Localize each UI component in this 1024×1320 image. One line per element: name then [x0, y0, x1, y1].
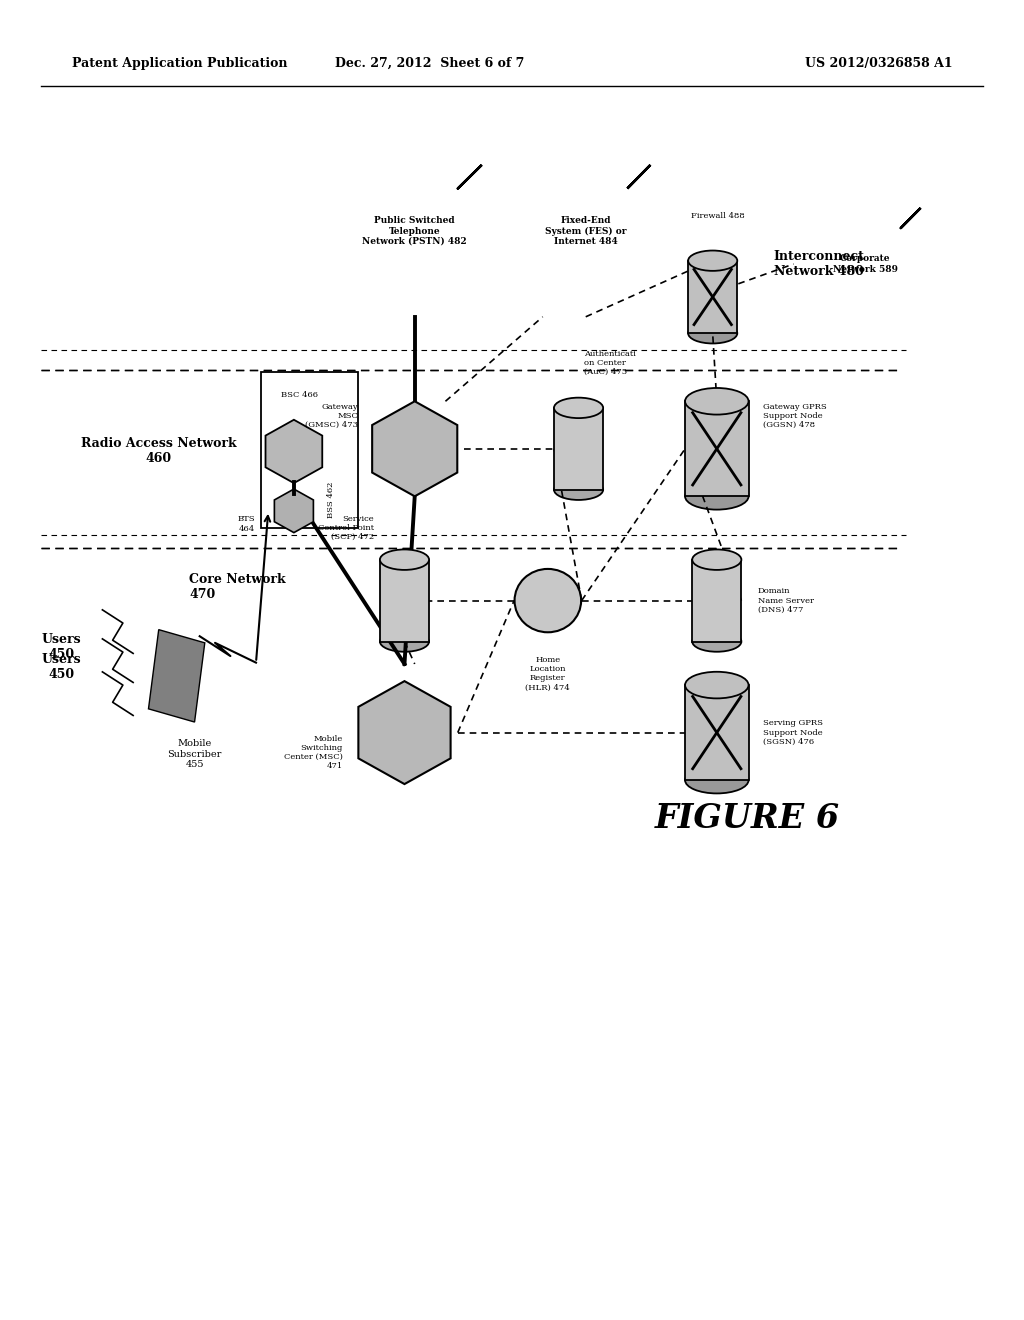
Text: Users
450: Users 450 [42, 632, 81, 661]
Text: BSS 462: BSS 462 [327, 482, 335, 519]
Bar [688, 260, 737, 333]
Text: Home
Location
Register
(HLR) 474: Home Location Register (HLR) 474 [525, 656, 570, 692]
Bar [692, 560, 741, 642]
Polygon shape [901, 209, 920, 228]
Text: Core Network
470: Core Network 470 [189, 573, 286, 602]
Text: Mobile
Switching
Center (MSC)
471: Mobile Switching Center (MSC) 471 [285, 735, 343, 770]
Polygon shape [274, 490, 313, 532]
Text: Gateway
MSC
(GMSC) 473: Gateway MSC (GMSC) 473 [305, 403, 358, 429]
Text: Users
450: Users 450 [42, 652, 81, 681]
Polygon shape [358, 681, 451, 784]
Text: BSC 466: BSC 466 [281, 391, 317, 399]
Bar [380, 560, 429, 642]
Text: Firewall 488: Firewall 488 [691, 213, 744, 220]
Text: Corporate
Network 589: Corporate Network 589 [833, 255, 898, 273]
Text: Authenticati
on Center
(AuC) 475: Authenticati on Center (AuC) 475 [584, 350, 636, 376]
Ellipse shape [692, 549, 741, 570]
Text: Gateway GPRS
Support Node
(GGSN) 478: Gateway GPRS Support Node (GGSN) 478 [763, 403, 826, 429]
Text: Interconnect
Network 480: Interconnect Network 480 [774, 249, 864, 279]
Text: Fixed-End
System (FES) or
Internet 484: Fixed-End System (FES) or Internet 484 [545, 216, 627, 246]
Polygon shape [265, 420, 323, 483]
Ellipse shape [685, 672, 749, 698]
Text: Domain
Name Server
(DNS) 477: Domain Name Server (DNS) 477 [758, 587, 814, 614]
Ellipse shape [685, 483, 749, 510]
Polygon shape [148, 630, 205, 722]
Ellipse shape [380, 631, 429, 652]
Ellipse shape [514, 569, 582, 632]
Ellipse shape [688, 323, 737, 343]
Text: Serving GPRS
Support Node
(SGSN) 476: Serving GPRS Support Node (SGSN) 476 [763, 719, 823, 746]
Text: Mobile
Subscriber
455: Mobile Subscriber 455 [167, 739, 222, 770]
Ellipse shape [685, 388, 749, 414]
Text: Patent Application Publication: Patent Application Publication [72, 57, 287, 70]
Ellipse shape [688, 251, 737, 271]
Text: Dec. 27, 2012  Sheet 6 of 7: Dec. 27, 2012 Sheet 6 of 7 [336, 57, 524, 70]
Ellipse shape [554, 397, 603, 418]
Polygon shape [458, 166, 481, 189]
Ellipse shape [692, 631, 741, 652]
Polygon shape [372, 401, 458, 496]
Text: Public Switched
Telephone
Network (PSTN) 482: Public Switched Telephone Network (PSTN)… [362, 216, 467, 246]
Bar [554, 408, 603, 490]
Bar [685, 685, 749, 780]
Text: Radio Access Network
460: Radio Access Network 460 [81, 437, 237, 466]
Text: Service
Control Point
(SCP) 472: Service Control Point (SCP) 472 [317, 515, 374, 541]
Polygon shape [628, 166, 649, 189]
Ellipse shape [380, 549, 429, 570]
Bar [685, 401, 749, 496]
Ellipse shape [685, 767, 749, 793]
Text: US 2012/0326858 A1: US 2012/0326858 A1 [805, 57, 952, 70]
Bar [261, 372, 358, 528]
Text: BTS
464: BTS 464 [238, 515, 255, 533]
Text: FIGURE 6: FIGURE 6 [655, 801, 840, 836]
Ellipse shape [554, 479, 603, 500]
